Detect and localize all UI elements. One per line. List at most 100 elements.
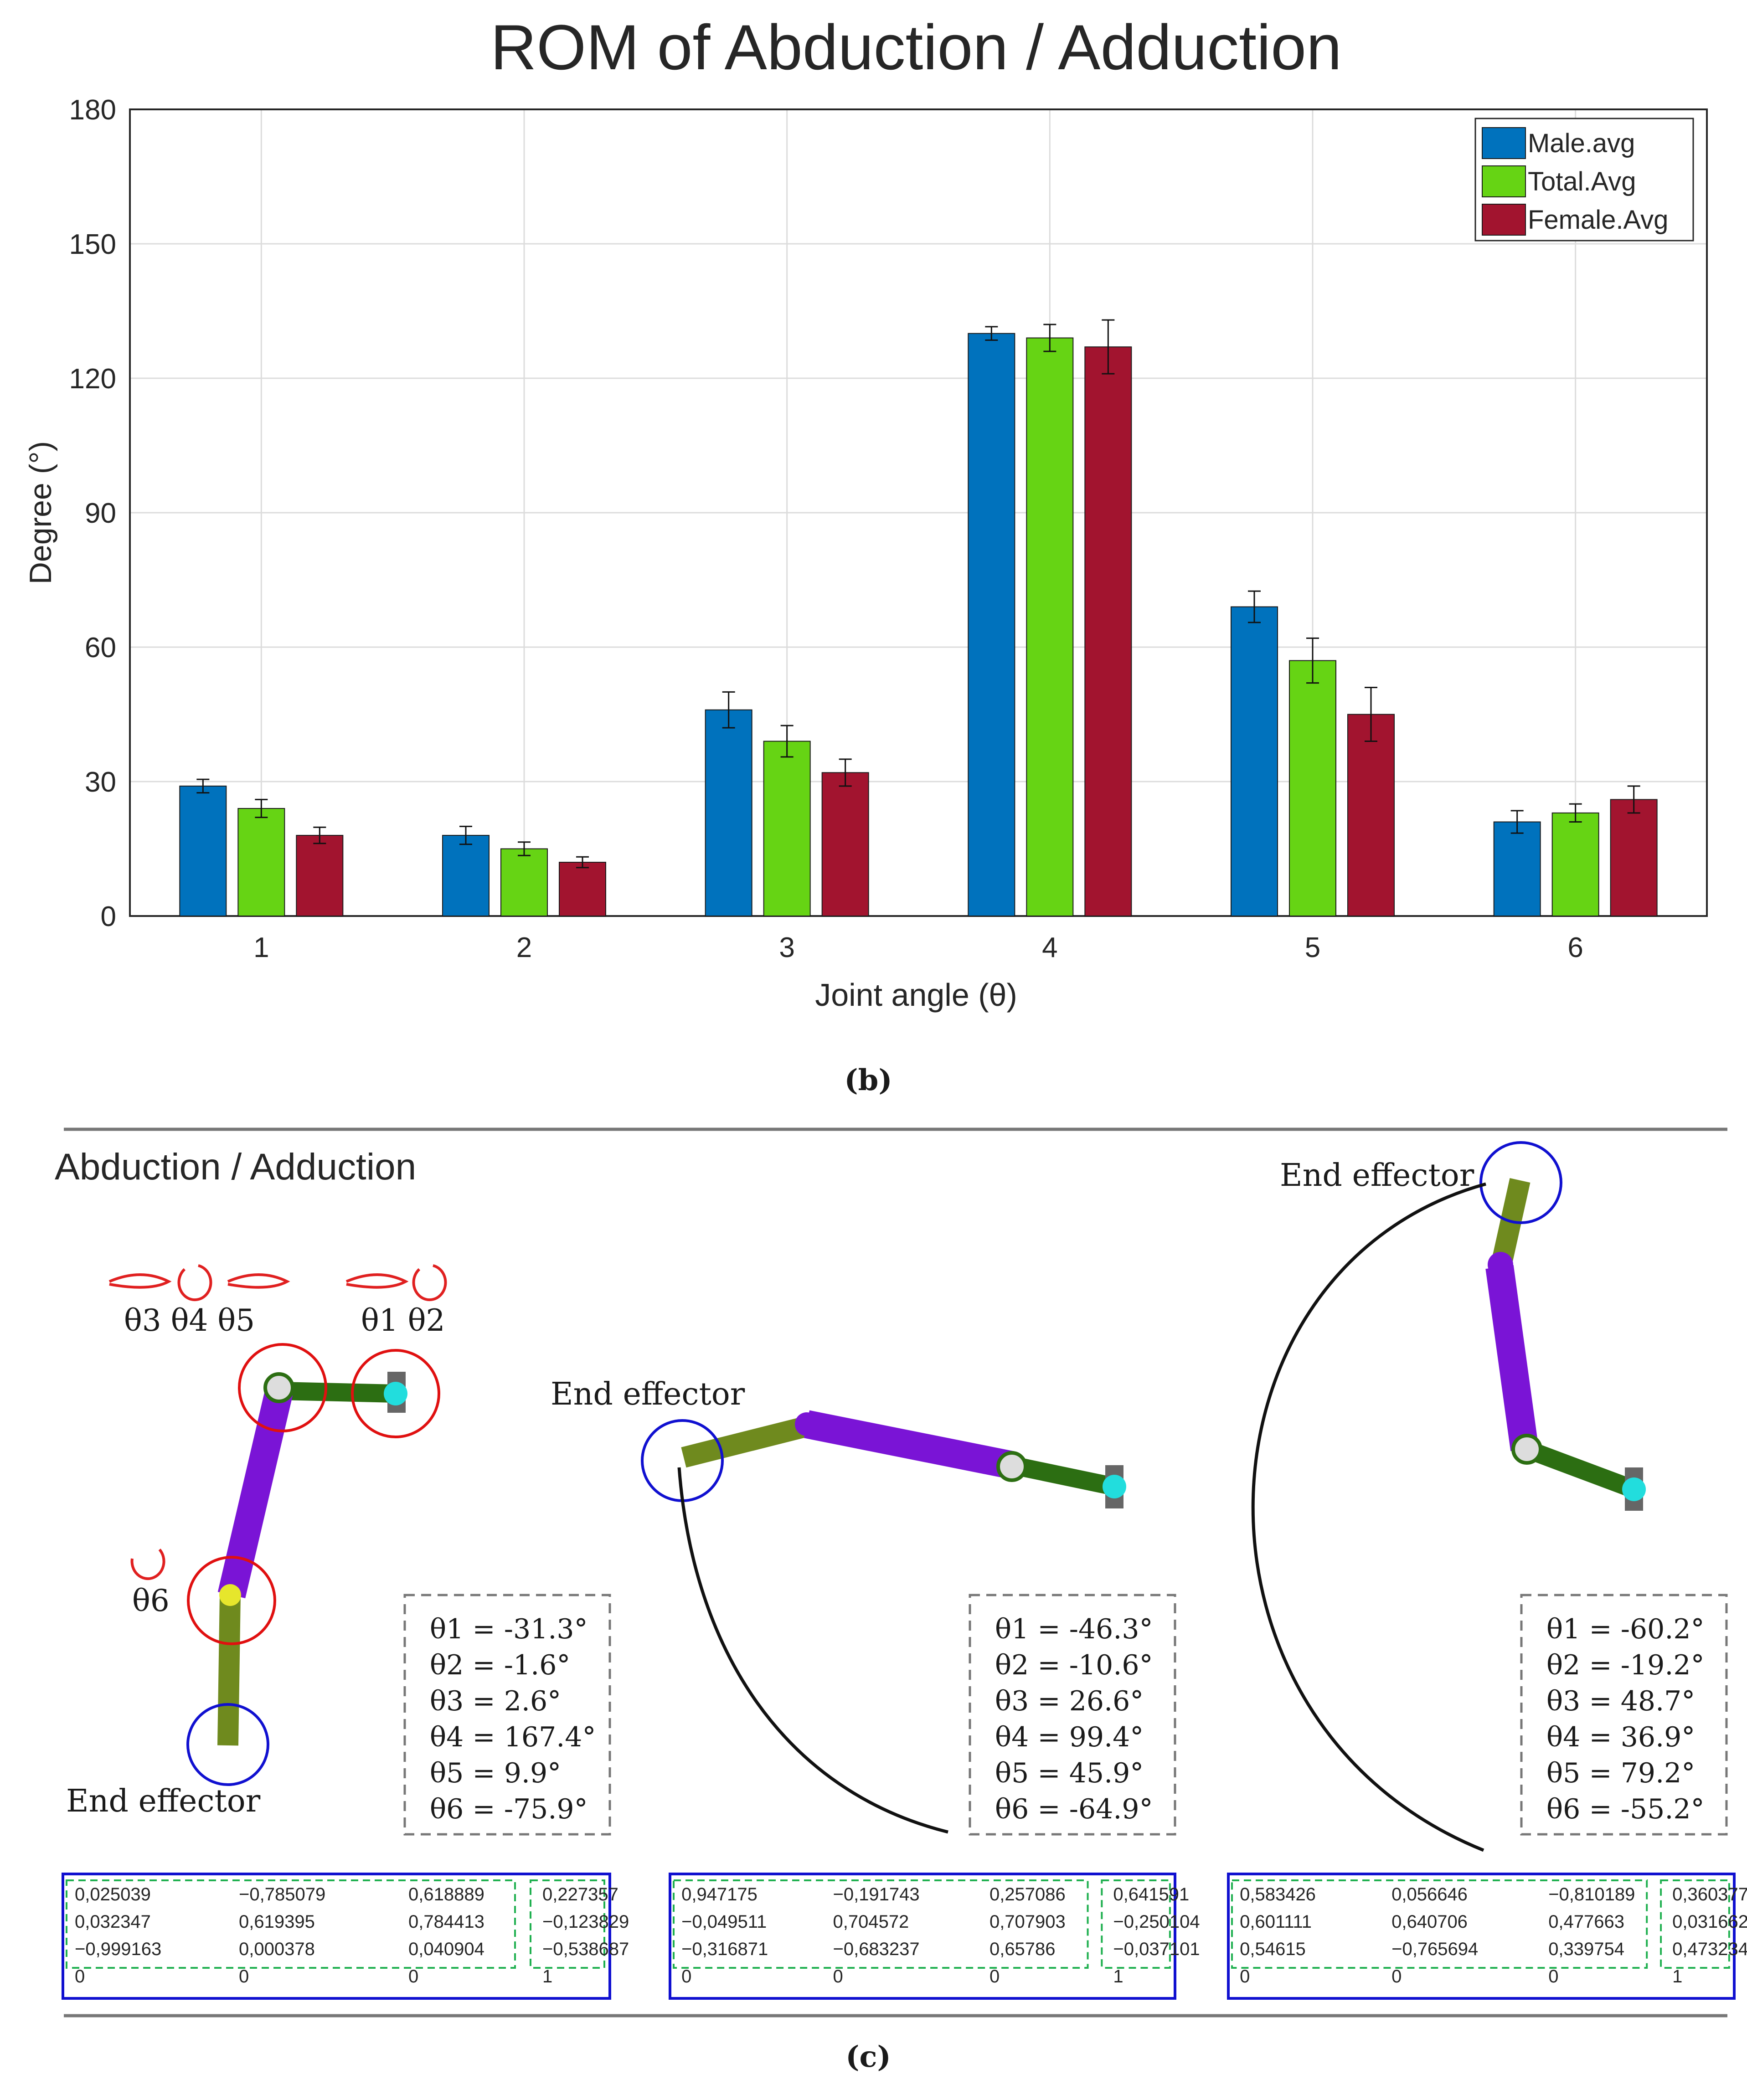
bar bbox=[1026, 337, 1074, 916]
bar-chart: ROM of Abduction / Adduction 0 30 60 90 120 1… bbox=[23, 11, 1708, 1013]
matrix-cell: 0 bbox=[408, 1966, 418, 1987]
end-effector-label: End effector bbox=[1280, 1158, 1474, 1194]
transform-matrices: 0,025039 −0,785079 0,618889 0,227357 0,03234… bbox=[62, 1873, 1747, 2000]
angle-value: θ6 = -64.9° bbox=[995, 1793, 1153, 1825]
matrix-cell: 0,056646 bbox=[1391, 1884, 1468, 1904]
panel-title: Abduction / Adduction bbox=[55, 1146, 416, 1188]
angle-value: θ5 = 9.9° bbox=[430, 1757, 561, 1789]
y-tick-label: 90 bbox=[85, 498, 116, 529]
rotation-arrow-icon bbox=[108, 1273, 172, 1289]
rotation-arrow-icon bbox=[177, 1264, 212, 1302]
matrix-cell: 1 bbox=[542, 1966, 552, 1987]
matrix-cell: −0,037101 bbox=[1113, 1939, 1200, 1959]
matrix-cell: −0,123829 bbox=[542, 1912, 629, 1932]
matrix-cell: 0 bbox=[1391, 1966, 1402, 1987]
matrix-cell: 0,54615 bbox=[1240, 1939, 1306, 1959]
matrix-cell: −0,049511 bbox=[681, 1912, 767, 1932]
matrix-cell: 0 bbox=[1240, 1966, 1250, 1987]
joint-highlight-theta345 bbox=[238, 1343, 327, 1432]
link-base bbox=[280, 1382, 396, 1403]
angle-value: θ4 = 99.4° bbox=[995, 1721, 1144, 1753]
angle-value: θ3 = 48.7° bbox=[1546, 1685, 1695, 1717]
angle-value: θ2 = -1.6° bbox=[430, 1649, 570, 1681]
base-joint-hub bbox=[1103, 1475, 1126, 1498]
matrix-cell: 0,032347 bbox=[75, 1912, 151, 1932]
angle-value: θ1 = -60.2° bbox=[1546, 1613, 1705, 1645]
legend-entry: Female.Avg bbox=[1528, 205, 1668, 235]
rotation-arrow-icon bbox=[130, 1549, 165, 1580]
bar bbox=[1493, 821, 1541, 916]
plot-area-frame bbox=[129, 108, 1708, 917]
bar bbox=[763, 741, 811, 916]
matrix-cell: 0 bbox=[1548, 1966, 1558, 1987]
y-tick-label: 0 bbox=[101, 901, 116, 932]
matrix-cell: 0,031662 bbox=[1672, 1912, 1747, 1932]
shoulder-joint bbox=[996, 1451, 1027, 1482]
matrix-cell: 0,339754 bbox=[1548, 1939, 1624, 1959]
bar bbox=[1610, 799, 1658, 917]
bar bbox=[179, 785, 227, 917]
link-upper-arm bbox=[804, 1410, 1015, 1479]
pose-1-arm: θ3 θ4 θ5 θ1 θ2 θ6 End effector bbox=[66, 1264, 447, 1819]
angle-boxes: θ1 = -31.3° θ2 = -1.6° θ3 = 2.6° θ4 = 167.4… bbox=[403, 1594, 1728, 1836]
joint-highlight-theta6 bbox=[187, 1556, 276, 1645]
joint-highlight-theta12 bbox=[351, 1349, 440, 1438]
matrix-cell: 0,947175 bbox=[681, 1884, 758, 1904]
end-effector-highlight bbox=[186, 1703, 269, 1786]
matrix-cell: 0,360377 bbox=[1672, 1884, 1747, 1904]
rotation-block bbox=[66, 1879, 516, 1969]
angle-value: θ1 = -46.3° bbox=[995, 1613, 1153, 1645]
bar bbox=[1551, 812, 1599, 917]
angle-value: θ6 = -55.2° bbox=[1546, 1793, 1705, 1825]
bar bbox=[1347, 714, 1395, 916]
matrix-cell: 0,473234 bbox=[1672, 1939, 1747, 1959]
matrix-cell: 0,640706 bbox=[1391, 1912, 1468, 1932]
matrix-cell: −0,538687 bbox=[542, 1939, 629, 1959]
matrix-box bbox=[1227, 1873, 1736, 2000]
matrix-cell: 0,257086 bbox=[989, 1884, 1066, 1904]
legend-swatch bbox=[1482, 165, 1526, 197]
angle-value: θ4 = 167.4° bbox=[430, 1721, 596, 1753]
elbow-joint bbox=[219, 1584, 241, 1606]
matrix-cell: 0,641591 bbox=[1113, 1884, 1189, 1904]
theta6-label: θ6 bbox=[132, 1583, 170, 1618]
pose-2-arm: End effector bbox=[551, 1376, 1126, 1834]
end-effector-label: End effector bbox=[551, 1376, 745, 1412]
link-forearm bbox=[681, 1416, 809, 1468]
shoulder-joint bbox=[263, 1372, 294, 1403]
matrix-cell: 0,583426 bbox=[1240, 1884, 1316, 1904]
x-tick-label: 1 bbox=[253, 932, 269, 963]
link-upper-arm bbox=[217, 1389, 293, 1599]
link-upper-arm bbox=[1485, 1265, 1539, 1451]
matrix-cell: 0,601111 bbox=[1240, 1912, 1312, 1932]
y-tick-label: 150 bbox=[69, 229, 116, 260]
grid bbox=[130, 108, 1707, 917]
matrix-box bbox=[669, 1873, 1176, 2000]
matrix-cell: 1 bbox=[1672, 1966, 1682, 1987]
matrix-cell: 0,707903 bbox=[989, 1912, 1066, 1932]
angle-value: θ3 = 2.6° bbox=[430, 1685, 561, 1717]
bar bbox=[296, 835, 344, 916]
trajectory-arc bbox=[677, 1467, 948, 1834]
bar bbox=[237, 808, 285, 916]
matrix-cell: 0,040904 bbox=[408, 1939, 484, 1959]
matrix-cell: 1 bbox=[1113, 1966, 1123, 1987]
shoulder-joint bbox=[1511, 1434, 1542, 1465]
legend-swatch bbox=[1482, 204, 1526, 236]
translation-block bbox=[1660, 1879, 1730, 1969]
legend-entry: Male.avg bbox=[1528, 129, 1635, 158]
end-effector-label: End effector bbox=[66, 1783, 261, 1819]
rotation-arrow-icon bbox=[345, 1273, 409, 1289]
rotation-labels-right: θ1 θ2 bbox=[361, 1303, 445, 1338]
matrix-cell: 0,704572 bbox=[833, 1912, 909, 1932]
bar bbox=[559, 862, 606, 916]
bar bbox=[705, 709, 752, 916]
link-forearm bbox=[217, 1595, 241, 1746]
translation-block bbox=[1101, 1879, 1171, 1969]
y-tick-label: 60 bbox=[85, 632, 116, 664]
matrix-cell: −0,765694 bbox=[1391, 1939, 1478, 1959]
bars bbox=[179, 319, 1658, 917]
legend-entry: Total.Avg bbox=[1528, 167, 1636, 196]
rotation-block bbox=[1231, 1879, 1648, 1969]
link-base bbox=[1523, 1441, 1638, 1498]
